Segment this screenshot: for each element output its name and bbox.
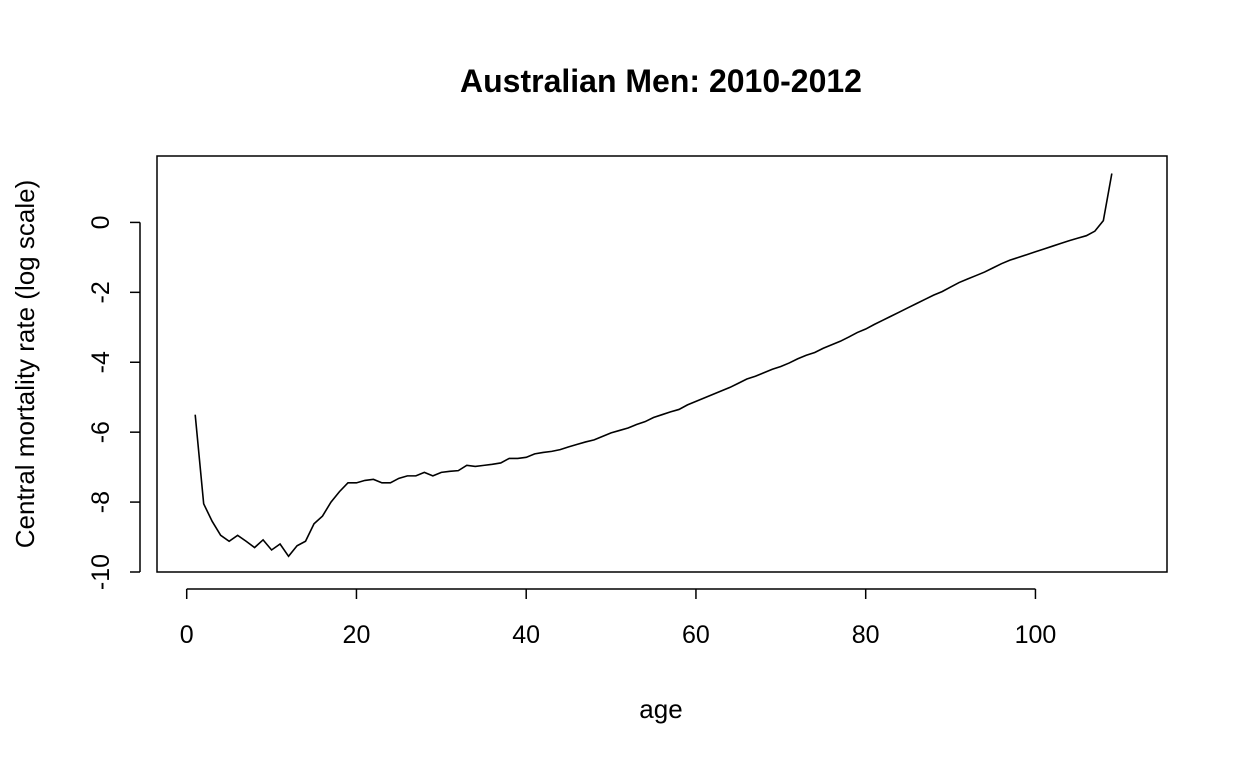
y-tick-label: -2 (87, 281, 115, 303)
y-axis: -10 -8 -6 -4 -2 0 (87, 215, 141, 590)
y-tick-label: -8 (87, 491, 115, 513)
chart-title: Australian Men: 2010-2012 (460, 63, 862, 99)
y-axis-label: Central mortality rate (log scale) (10, 180, 40, 548)
y-tick-label: -6 (87, 421, 115, 443)
x-axis: 0 20 40 60 80 100 (180, 588, 1057, 649)
x-tick-label: 80 (852, 621, 880, 649)
data-points (194, 172, 1114, 558)
y-tick-label: 0 (87, 215, 115, 229)
x-tick-label: 100 (1015, 621, 1057, 649)
x-tick-label: 0 (180, 621, 194, 649)
x-tick-label: 20 (343, 621, 371, 649)
series-line-mortality (194, 173, 1113, 558)
y-tick-label: -4 (87, 351, 115, 373)
x-tick-label: 60 (682, 621, 710, 649)
x-tick-label: 40 (512, 621, 540, 649)
x-axis-label: age (639, 694, 682, 724)
plot-area-frame (156, 155, 1168, 573)
y-tick-label: -10 (87, 554, 115, 590)
